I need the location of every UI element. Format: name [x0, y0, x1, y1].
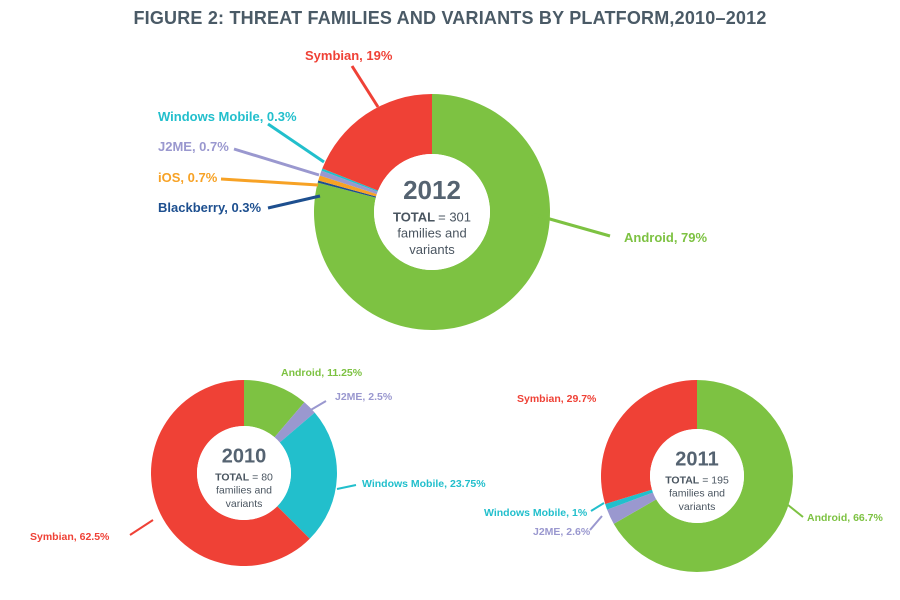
slice-label-symbian: Symbian, 29.7%: [517, 393, 597, 405]
total-label: TOTAL: [665, 475, 700, 487]
year-label: 2011: [675, 449, 718, 471]
total-value: = 80: [252, 472, 273, 484]
leader-line-windows-mobile: [267, 122, 325, 164]
leader-line-windows-mobile: [336, 484, 357, 490]
year-label: 2012: [403, 175, 461, 205]
total-label: TOTAL: [215, 472, 250, 484]
slice-label-blackberry: Blackberry, 0.3%: [158, 200, 262, 215]
leader-line-android: [524, 210, 611, 238]
total-caption-line1: families and: [669, 488, 725, 500]
slice-label-symbian: Symbian, 19%: [305, 48, 393, 63]
slice-windows-mobile: [321, 168, 379, 192]
total-caption-line2: variants: [679, 501, 716, 513]
leader-line-j2me: [589, 515, 603, 531]
slice-j2me: [607, 492, 657, 524]
total-value: = 195: [702, 475, 729, 487]
total-caption-line2: variants: [226, 498, 263, 510]
leader-line-windows-mobile: [590, 502, 605, 512]
donut-hole: [650, 429, 744, 523]
total-value: = 301: [438, 209, 471, 224]
slice-j2me: [274, 402, 315, 443]
slice-symbian: [150, 380, 310, 566]
slice-label-j2me: J2ME, 0.7%: [158, 139, 229, 154]
slice-ios: [318, 175, 377, 197]
total-caption-line2: variants: [409, 242, 455, 257]
slice-label-android: Android, 11.25%: [281, 367, 363, 379]
slice-label-windows-mobile: Windows Mobile, 0.3%: [158, 109, 297, 124]
figure-title: FIGURE 2: THREAT FAMILIES AND VARIANTS B…: [133, 8, 766, 28]
slice-label-j2me: J2ME, 2.6%: [533, 526, 591, 538]
leader-line-android: [787, 504, 804, 518]
slice-label-android: Android, 79%: [624, 230, 708, 245]
slice-android: [314, 94, 551, 330]
leader-line-symbian: [350, 65, 380, 108]
slice-symbian: [322, 93, 432, 191]
year-label: 2010: [222, 446, 267, 468]
slice-blackberry: [317, 180, 377, 198]
slice-android: [244, 380, 305, 438]
total-line: TOTAL = 301: [393, 209, 471, 224]
total-line: TOTAL = 80: [215, 472, 273, 484]
slice-label-android: Android, 66.7%: [807, 512, 884, 524]
total-label: TOTAL: [393, 209, 435, 224]
total-caption-line1: families and: [397, 226, 466, 241]
total-caption-line1: families and: [216, 485, 272, 497]
leader-line-symbian: [129, 519, 154, 536]
slice-label-windows-mobile: Windows Mobile, 1%: [484, 507, 588, 519]
leader-line-blackberry: [267, 194, 321, 210]
leader-line-j2me: [291, 400, 327, 422]
leader-line-ios: [220, 177, 319, 187]
slice-label-ios: iOS, 0.7%: [158, 170, 218, 185]
donut-hole: [374, 154, 490, 270]
slice-windows-mobile: [277, 412, 337, 539]
donut-chart-2012: Android, 79% Blackberry, 0.3% iOS, 0.7% J2M…: [158, 48, 708, 330]
slice-j2me: [319, 170, 378, 195]
leader-line-j2me: [233, 147, 320, 177]
slice-label-j2me: J2ME, 2.5%: [335, 391, 393, 403]
slice-windows-mobile: [605, 489, 653, 510]
slice-label-symbian: Symbian, 62.5%: [30, 531, 110, 543]
donut-chart-2010: Android, 11.25% J2ME, 2.5% Windows Mobile,…: [30, 367, 486, 566]
donut-chart-2011: Android, 66.7% J2ME, 2.6% Windows Mobile, …: [484, 379, 884, 573]
total-line: TOTAL = 195: [665, 475, 729, 487]
donut-hole: [197, 426, 291, 520]
slice-label-windows-mobile: Windows Mobile, 23.75%: [362, 478, 486, 490]
slice-symbian: [600, 379, 697, 504]
slice-android: [613, 380, 794, 573]
